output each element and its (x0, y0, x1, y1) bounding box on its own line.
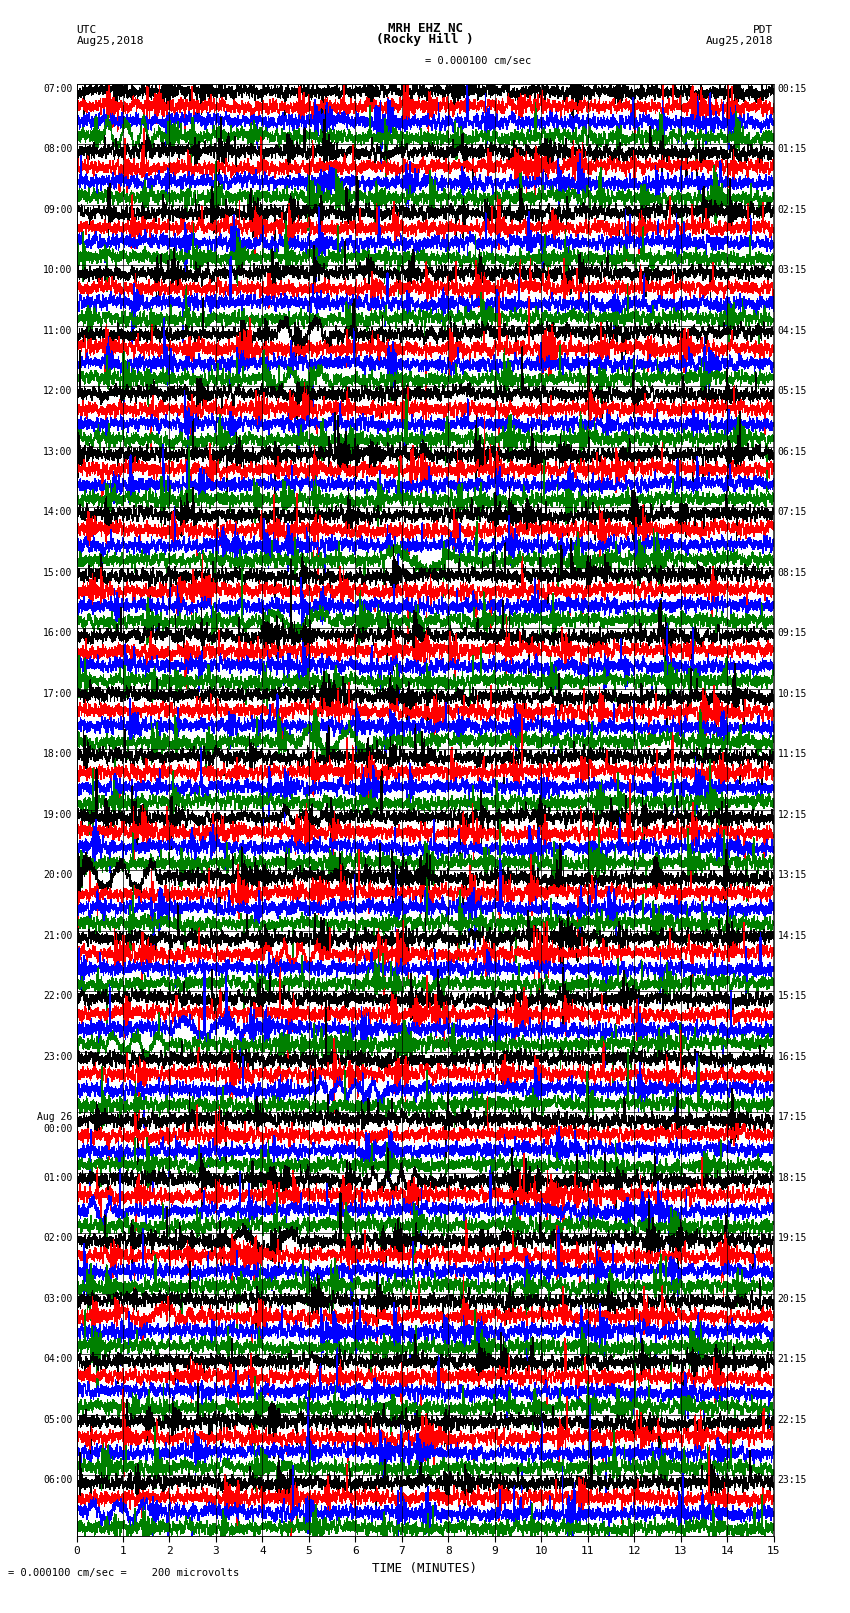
X-axis label: TIME (MINUTES): TIME (MINUTES) (372, 1561, 478, 1574)
Text: UTC: UTC (76, 24, 97, 35)
Text: PDT: PDT (753, 24, 774, 35)
Text: = 0.000100 cm/sec =    200 microvolts: = 0.000100 cm/sec = 200 microvolts (8, 1568, 240, 1578)
Text: (Rocky Hill ): (Rocky Hill ) (377, 32, 473, 45)
Text: = 0.000100 cm/sec: = 0.000100 cm/sec (425, 56, 531, 66)
Text: Aug25,2018: Aug25,2018 (706, 35, 774, 45)
Text: Aug25,2018: Aug25,2018 (76, 35, 144, 45)
Text: MRH EHZ NC: MRH EHZ NC (388, 21, 462, 35)
